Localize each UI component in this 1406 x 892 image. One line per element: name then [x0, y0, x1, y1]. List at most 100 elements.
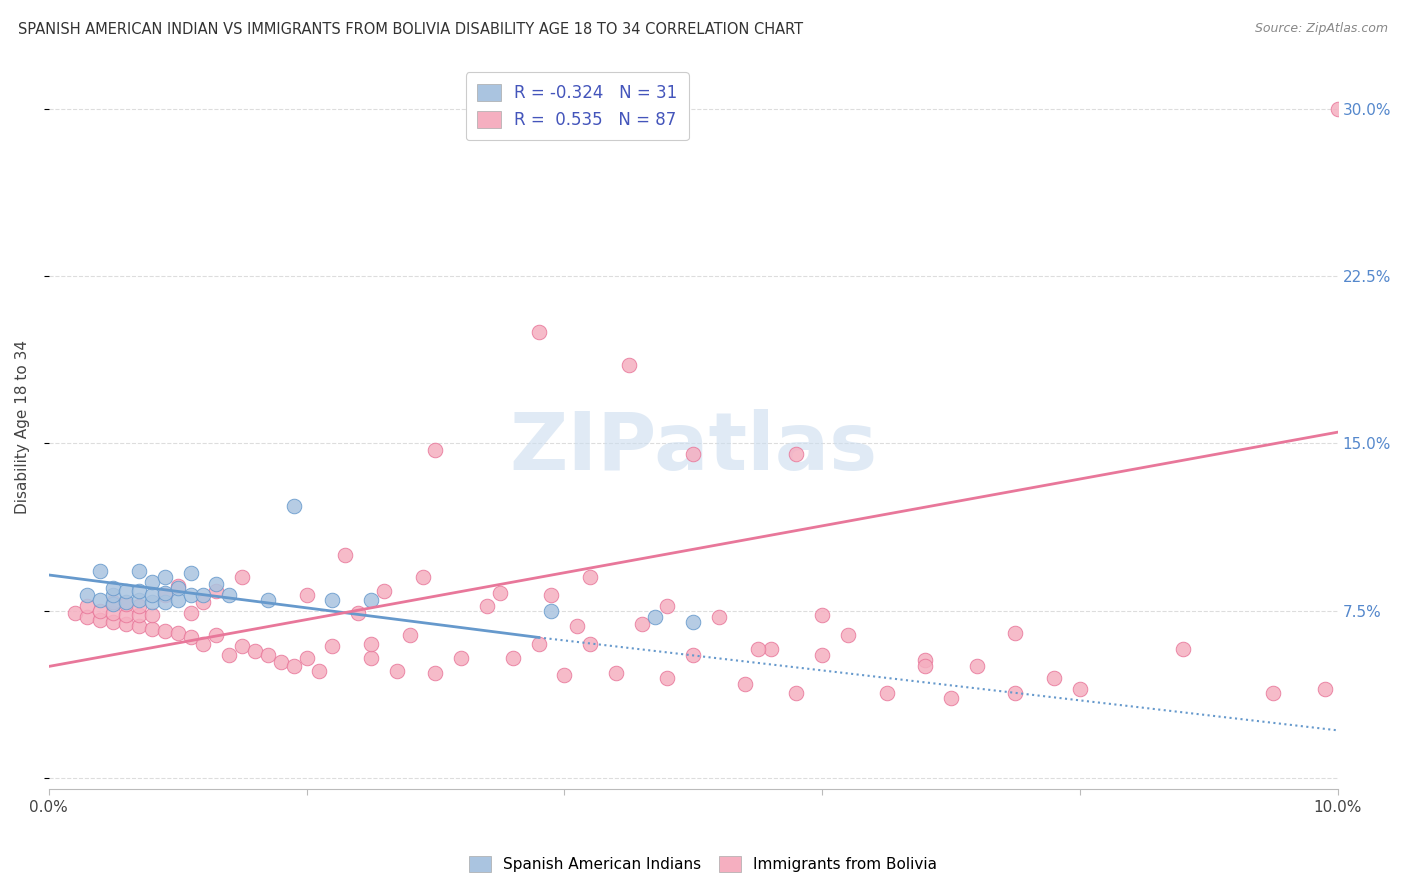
Point	[193, 637, 215, 651]
Point	[283, 659, 305, 673]
Point	[630, 617, 652, 632]
Point	[567, 619, 589, 633]
Point	[682, 615, 704, 629]
Point	[218, 588, 240, 602]
Point	[166, 582, 188, 596]
Point	[657, 671, 679, 685]
Point	[398, 628, 420, 642]
Point	[128, 592, 150, 607]
Point	[360, 637, 382, 651]
Point	[527, 325, 550, 339]
Point	[1171, 641, 1194, 656]
Point	[115, 608, 138, 623]
Point	[347, 606, 370, 620]
Text: ZIPatlas: ZIPatlas	[509, 409, 877, 487]
Point	[257, 648, 280, 663]
Point	[657, 599, 679, 614]
Point	[128, 599, 150, 614]
Point	[785, 448, 807, 462]
Point	[141, 608, 163, 623]
Point	[734, 677, 756, 691]
Point	[153, 586, 176, 600]
Point	[89, 604, 111, 618]
Point	[128, 619, 150, 633]
Point	[579, 570, 602, 584]
Y-axis label: Disability Age 18 to 34: Disability Age 18 to 34	[15, 340, 30, 514]
Point	[707, 610, 730, 624]
Point	[141, 622, 163, 636]
Point	[103, 606, 125, 620]
Point	[153, 588, 176, 602]
Legend: R = -0.324   N = 31, R =  0.535   N = 87: R = -0.324 N = 31, R = 0.535 N = 87	[465, 72, 689, 140]
Point	[644, 610, 666, 624]
Point	[811, 608, 834, 623]
Point	[321, 640, 343, 654]
Point	[579, 637, 602, 651]
Point	[425, 666, 447, 681]
Point	[166, 592, 188, 607]
Point	[115, 583, 138, 598]
Point	[540, 604, 562, 618]
Point	[308, 664, 330, 678]
Point	[205, 583, 228, 598]
Point	[205, 628, 228, 642]
Point	[89, 613, 111, 627]
Point	[373, 583, 395, 598]
Point	[553, 668, 575, 682]
Text: Source: ZipAtlas.com: Source: ZipAtlas.com	[1254, 22, 1388, 36]
Point	[141, 588, 163, 602]
Point	[914, 653, 936, 667]
Point	[231, 570, 253, 584]
Point	[1043, 671, 1066, 685]
Point	[166, 579, 188, 593]
Point	[153, 595, 176, 609]
Point	[682, 648, 704, 663]
Point	[115, 617, 138, 632]
Point	[876, 686, 898, 700]
Point	[489, 586, 512, 600]
Point	[682, 448, 704, 462]
Point	[257, 592, 280, 607]
Point	[617, 358, 640, 372]
Point	[180, 566, 202, 580]
Point	[475, 599, 498, 614]
Point	[193, 595, 215, 609]
Point	[425, 443, 447, 458]
Point	[103, 582, 125, 596]
Point	[128, 564, 150, 578]
Point	[1263, 686, 1285, 700]
Point	[180, 606, 202, 620]
Point	[939, 690, 962, 705]
Point	[450, 650, 472, 665]
Text: SPANISH AMERICAN INDIAN VS IMMIGRANTS FROM BOLIVIA DISABILITY AGE 18 TO 34 CORRE: SPANISH AMERICAN INDIAN VS IMMIGRANTS FR…	[18, 22, 803, 37]
Point	[180, 631, 202, 645]
Point	[540, 588, 562, 602]
Point	[153, 624, 176, 638]
Point	[103, 588, 125, 602]
Point	[76, 588, 98, 602]
Point	[63, 606, 86, 620]
Point	[966, 659, 988, 673]
Point	[76, 610, 98, 624]
Point	[759, 641, 782, 656]
Point	[811, 648, 834, 663]
Point	[385, 664, 408, 678]
Point	[153, 570, 176, 584]
Point	[76, 599, 98, 614]
Point	[243, 644, 266, 658]
Point	[270, 655, 292, 669]
Point	[360, 592, 382, 607]
Point	[747, 641, 769, 656]
Point	[502, 650, 524, 665]
Point	[1004, 686, 1026, 700]
Legend: Spanish American Indians, Immigrants from Bolivia: Spanish American Indians, Immigrants fro…	[461, 848, 945, 880]
Point	[89, 592, 111, 607]
Point	[412, 570, 434, 584]
Point	[103, 595, 125, 609]
Point	[89, 564, 111, 578]
Point	[335, 548, 357, 562]
Point	[1004, 626, 1026, 640]
Point	[1313, 681, 1336, 696]
Point	[180, 588, 202, 602]
Point	[128, 608, 150, 623]
